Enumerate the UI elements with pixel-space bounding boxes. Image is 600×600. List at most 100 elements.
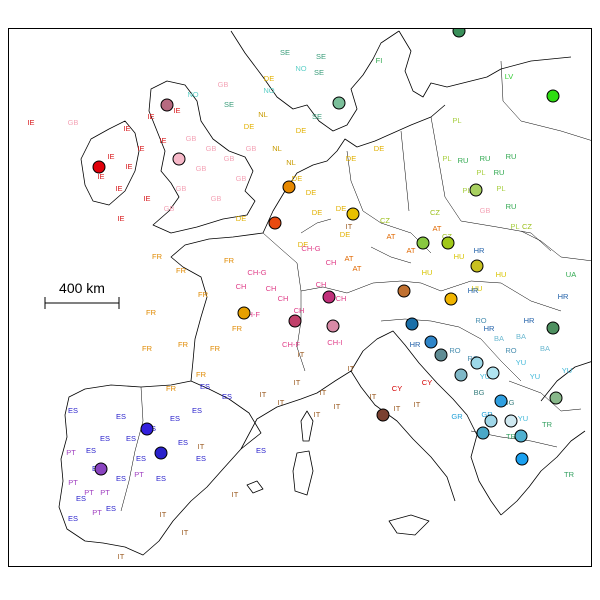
cluster-marker	[444, 292, 458, 306]
country-label: HU	[472, 284, 483, 293]
cluster-marker	[140, 422, 154, 436]
country-label: ES	[116, 412, 126, 421]
aegean-coast	[500, 430, 586, 516]
country-label: ES	[196, 454, 206, 463]
country-label: SE	[316, 52, 326, 61]
country-label: CH	[326, 258, 337, 267]
country-label: IE	[107, 152, 114, 161]
country-label: RU	[506, 202, 517, 211]
cluster-marker	[549, 391, 563, 405]
country-label: PT	[66, 448, 76, 457]
scandinavia-coast	[230, 30, 400, 132]
country-label: ES	[222, 392, 232, 401]
country-label: NO	[263, 86, 274, 95]
country-label: DE	[244, 122, 254, 131]
country-label: PL	[462, 186, 471, 195]
sicily-coast	[388, 514, 430, 536]
country-label: IT	[198, 442, 205, 451]
europe-map: IE IE IE IE IE IE IE IE IE IE IE IE GB GB GB GB GB GB GB GB…	[27, 29, 591, 561]
scale-bar-label: 400 km	[59, 280, 105, 296]
country-label: ES	[170, 414, 180, 423]
country-label: HR	[468, 286, 479, 295]
country-label: PT	[92, 508, 102, 517]
country-label: RU	[506, 152, 517, 161]
france-coast	[170, 232, 264, 382]
country-label: IE	[125, 162, 132, 171]
country-label: FR	[166, 384, 177, 393]
cluster-marker	[237, 306, 251, 320]
country-label: TR	[506, 432, 517, 441]
country-label: IT	[232, 490, 239, 499]
country-label: BG	[504, 398, 515, 407]
country-label: IE	[117, 214, 124, 223]
country-label: IT	[278, 398, 285, 407]
country-label: HU	[422, 268, 433, 277]
cluster-marker	[94, 462, 108, 476]
country-label: YU	[516, 358, 526, 367]
country-label: DE	[306, 188, 316, 197]
cluster-marker	[268, 216, 282, 230]
country-label: IE	[143, 194, 150, 203]
country-label: ES	[136, 454, 146, 463]
cluster-marker	[332, 96, 346, 110]
country-label: NL	[272, 144, 282, 153]
country-label: CH	[278, 294, 289, 303]
country-label: GB	[206, 144, 217, 153]
country-label: ES	[126, 434, 136, 443]
cluster-marker	[514, 429, 528, 443]
country-label: CH	[294, 306, 305, 315]
country-label: ES	[106, 504, 116, 513]
cluster-marker	[546, 89, 560, 103]
country-label: IT	[414, 400, 421, 409]
country-label: GB	[211, 194, 222, 203]
country-label: SE	[224, 100, 234, 109]
country-label-layer: IE IE IE IE IE IE IE IE IE IE IE IE GB GB GB GB GB GB GB GB…	[27, 48, 576, 561]
country-label: CH	[236, 282, 247, 291]
coastlines	[58, 30, 591, 556]
country-label: PT	[84, 488, 94, 497]
country-label: DE	[236, 214, 246, 223]
country-label: HR	[474, 246, 485, 255]
country-label: RO	[505, 346, 516, 355]
country-label: FR	[232, 324, 243, 333]
cluster-marker	[397, 284, 411, 298]
country-label: SE	[314, 68, 324, 77]
country-label: HR	[524, 316, 535, 325]
country-label: CZ	[442, 232, 452, 241]
country-label: IE	[147, 112, 154, 121]
country-label: PL	[496, 184, 505, 193]
balearic-coast	[246, 480, 264, 494]
cluster-marker	[486, 366, 500, 380]
cluster-marker	[326, 319, 340, 333]
cluster-marker	[546, 321, 560, 335]
country-label: IT	[346, 222, 353, 231]
country-label: CZ	[430, 208, 440, 217]
country-label: TR	[542, 420, 553, 429]
cluster-marker	[504, 414, 518, 428]
country-label: PL	[442, 154, 451, 163]
country-label: GB	[176, 184, 187, 193]
country-label: GB	[246, 144, 257, 153]
country-label: AT	[344, 254, 353, 263]
country-label: DE	[264, 74, 274, 83]
country-label: BA	[516, 332, 526, 341]
country-label: YU	[530, 372, 540, 381]
country-label: CY	[422, 378, 432, 387]
country-label: CH	[266, 284, 277, 293]
country-label: IT	[320, 388, 327, 397]
country-label: ES	[86, 446, 96, 455]
country-label: PL	[510, 222, 519, 231]
country-label: ES	[256, 446, 266, 455]
corsica-coast	[300, 410, 314, 442]
country-label: ES	[68, 406, 78, 415]
country-label: DE	[374, 144, 384, 153]
country-label: CZ	[522, 222, 532, 231]
country-label: BA	[494, 334, 504, 343]
country-label: PT	[68, 478, 78, 487]
country-label: NO	[187, 90, 198, 99]
country-label: DE	[336, 204, 346, 213]
cluster-marker	[288, 314, 302, 328]
country-label: FR	[178, 340, 189, 349]
country-label: IT	[314, 410, 321, 419]
country-label: AT	[432, 224, 441, 233]
